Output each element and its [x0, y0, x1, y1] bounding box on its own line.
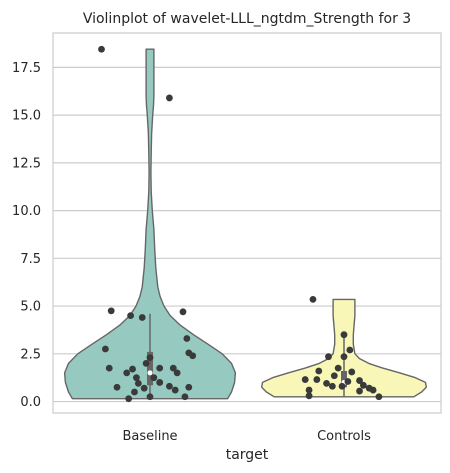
- data-point: [323, 380, 330, 387]
- x-tick-label: Baseline: [122, 429, 177, 444]
- data-point: [330, 372, 338, 380]
- data-point: [348, 368, 356, 376]
- data-point: [105, 364, 113, 372]
- data-point: [146, 393, 154, 401]
- data-point: [181, 393, 189, 401]
- chart-title: Violinplot of wavelet-LLL_ngtdm_Strength…: [83, 11, 411, 27]
- data-point: [338, 382, 346, 390]
- data-point: [134, 380, 142, 387]
- data-point: [313, 376, 321, 383]
- data-point: [340, 353, 348, 361]
- data-point: [305, 392, 313, 400]
- data-point: [129, 365, 136, 373]
- iqr-box: [341, 370, 347, 388]
- data-point: [344, 378, 352, 385]
- data-point: [309, 295, 317, 303]
- data-point: [156, 379, 164, 386]
- data-point: [346, 346, 354, 354]
- data-point: [328, 382, 336, 390]
- y-tick-label: 15.0: [12, 109, 41, 124]
- data-point: [375, 393, 383, 401]
- data-point: [127, 312, 134, 320]
- y-tick-label: 5.0: [20, 300, 41, 315]
- y-tick-label: 0.0: [20, 395, 41, 410]
- data-point: [189, 352, 197, 360]
- data-point: [101, 345, 109, 353]
- y-tick-label: 12.5: [12, 156, 41, 171]
- data-point: [173, 369, 181, 377]
- x-tick-label: Controls: [317, 429, 371, 444]
- data-point: [179, 308, 187, 316]
- data-point: [183, 335, 191, 342]
- data-points: [98, 45, 383, 403]
- data-point: [166, 94, 173, 102]
- data-point: [107, 307, 115, 315]
- data-point: [156, 364, 164, 372]
- data-point: [150, 374, 158, 382]
- axes-frame: [52, 32, 442, 414]
- data-point: [360, 381, 367, 389]
- data-point: [140, 384, 148, 392]
- violin-baseline: [63, 48, 237, 400]
- data-point: [98, 45, 105, 53]
- violins: [63, 48, 427, 400]
- data-point: [325, 353, 332, 361]
- x-tick-labels: Baseline Controls: [122, 429, 371, 444]
- y-tick-label: 17.5: [12, 61, 41, 76]
- data-point: [301, 376, 309, 383]
- iqr-box: [147, 351, 153, 386]
- data-point: [171, 386, 179, 394]
- data-point: [315, 367, 323, 375]
- data-point: [133, 374, 140, 382]
- median-marker: [147, 370, 153, 376]
- y-tick-label: 2.5: [20, 347, 41, 362]
- data-point: [166, 382, 173, 390]
- data-point: [113, 383, 121, 391]
- data-point: [305, 386, 313, 394]
- y-tick-label: 10.0: [12, 204, 41, 219]
- data-point: [369, 386, 377, 394]
- data-point: [142, 359, 150, 367]
- x-axis-label: target: [226, 447, 269, 463]
- data-point: [340, 331, 348, 339]
- y-tick-label: 7.5: [20, 252, 41, 267]
- data-point: [146, 354, 154, 362]
- data-point: [123, 369, 131, 377]
- data-point: [125, 395, 133, 403]
- data-point: [131, 388, 138, 396]
- data-point: [138, 314, 146, 321]
- y-tick-labels: 0.0 2.5 5.0 7.5 10.0 12.5 15.0 17.5: [12, 61, 41, 410]
- data-point: [356, 377, 363, 384]
- data-point: [334, 364, 342, 372]
- data-point: [169, 364, 177, 372]
- data-point: [185, 383, 193, 391]
- data-point: [356, 387, 363, 395]
